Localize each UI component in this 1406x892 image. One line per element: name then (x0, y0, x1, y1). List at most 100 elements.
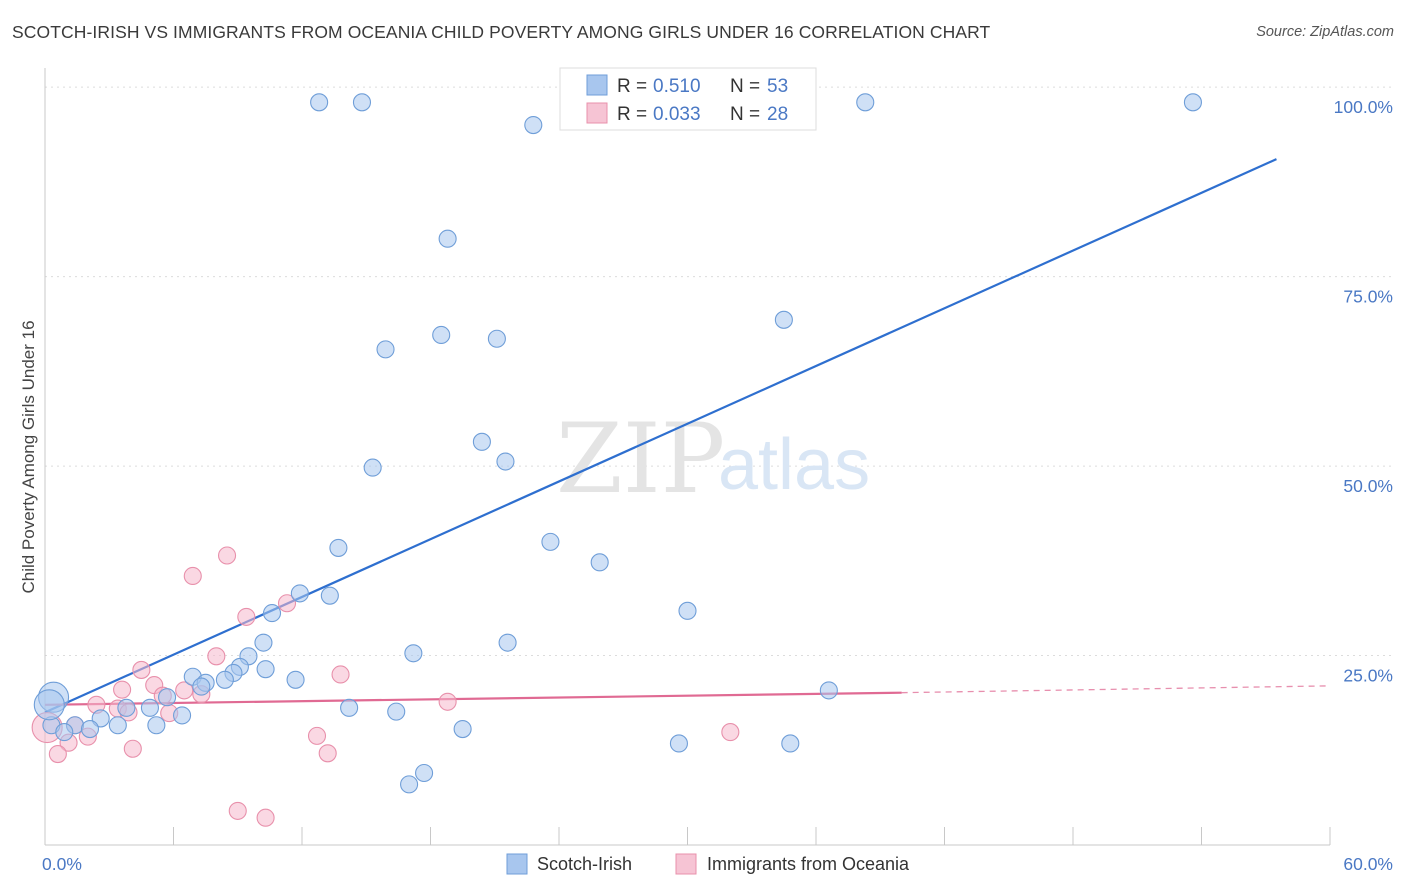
chart-title: SCOTCH-IRISH VS IMMIGRANTS FROM OCEANIA … (12, 22, 991, 42)
legend-r-value-2: 0.033 (653, 104, 701, 125)
point-scotch-irish (55, 723, 74, 742)
point-immigrants-from-oceania (207, 647, 226, 666)
point-scotch-irish (541, 532, 560, 551)
point-scotch-irish (487, 329, 506, 348)
point-immigrants-from-oceania (48, 745, 67, 764)
y-tick-labels: 25.0% 50.0% 75.0% 100.0% (1334, 97, 1393, 685)
point-scotch-irish (147, 716, 166, 735)
point-immigrants-from-oceania (183, 566, 202, 586)
point-immigrants-from-oceania (331, 665, 350, 684)
point-scotch-irish (453, 719, 472, 739)
trend-line-oceania-extension (901, 685, 1331, 694)
y-tick-label: 100.0% (1334, 97, 1393, 117)
watermark-atlas: atlas (718, 425, 870, 505)
point-immigrants-from-oceania (132, 660, 151, 679)
point-scotch-irish (400, 775, 419, 794)
legend-r-value-1: 0.510 (653, 76, 701, 97)
point-immigrants-from-oceania (113, 680, 132, 699)
legend-n-label-2: N = (730, 104, 760, 125)
y-tick-label: 75.0% (1343, 287, 1393, 307)
point-scotch-irish (415, 763, 434, 783)
bottom-legend-swatch-pink (675, 853, 697, 875)
points-immigrants-from-oceania (31, 546, 740, 827)
x-tick-labels: 0.0% 60.0% (42, 854, 1393, 874)
x-tick-label: 0.0% (42, 854, 82, 874)
legend-swatch-pink (586, 102, 608, 124)
y-axis-label-text: Child Poverty Among Girls Under 16 (19, 320, 38, 593)
point-scotch-irish (340, 698, 359, 717)
point-scotch-irish (310, 93, 329, 112)
point-scotch-irish (352, 93, 372, 112)
point-scotch-irish (472, 432, 491, 451)
point-scotch-irish (496, 452, 515, 471)
points-scotch-irish (33, 93, 1202, 794)
point-scotch-irish (524, 115, 543, 135)
point-immigrants-from-oceania (256, 808, 275, 827)
point-scotch-irish (404, 644, 423, 663)
point-scotch-irish (387, 702, 406, 721)
point-scotch-irish (590, 553, 609, 572)
point-scotch-irish (432, 325, 451, 345)
point-scotch-irish (215, 670, 234, 689)
point-scotch-irish (1183, 93, 1202, 112)
legend-n-value-2: 28 (767, 104, 788, 125)
point-scotch-irish (774, 310, 793, 329)
watermark: ZIP atlas (556, 403, 870, 515)
point-immigrants-from-oceania (277, 594, 297, 613)
point-scotch-irish (498, 633, 517, 652)
point-scotch-irish (158, 688, 177, 707)
point-immigrants-from-oceania (721, 723, 740, 742)
point-immigrants-from-oceania (307, 726, 327, 745)
point-scotch-irish (254, 633, 273, 652)
legend-n-label-1: N = (730, 76, 760, 97)
legend-n-value-1: 53 (767, 76, 788, 97)
point-scotch-irish (91, 709, 110, 728)
point-scotch-irish (376, 340, 395, 359)
bottom-legend-label-scotch-irish: Scotch-Irish (537, 854, 632, 874)
point-immigrants-from-oceania (175, 681, 194, 700)
point-scotch-irish (108, 716, 127, 735)
point-scotch-irish (320, 586, 339, 605)
point-scotch-irish (819, 681, 838, 700)
point-scotch-irish (256, 660, 275, 679)
point-scotch-irish (140, 698, 159, 717)
legend-r-label-1: R = (617, 76, 647, 97)
point-scotch-irish (329, 538, 348, 557)
point-immigrants-from-oceania (237, 607, 256, 626)
point-scotch-irish (262, 604, 282, 623)
trend-line-oceania (44, 691, 902, 706)
legend: R = 0.510 N = 53 R = 0.033 N = 28 (559, 67, 817, 131)
grid (45, 86, 1392, 657)
x-tick-label: 60.0% (1343, 854, 1393, 874)
y-axis-label: Child Poverty Among Girls Under 16 (19, 320, 38, 593)
point-immigrants-from-oceania (438, 692, 457, 711)
watermark-zip: ZIP (556, 403, 725, 515)
legend-swatch-blue (586, 74, 608, 96)
source-label: Source: ZipAtlas.com (1256, 24, 1394, 40)
point-scotch-irish (363, 458, 382, 477)
point-scotch-irish (856, 93, 875, 112)
point-scotch-irish (286, 670, 305, 689)
trend-line-scotch-irish (44, 158, 1277, 714)
y-tick-label: 25.0% (1343, 666, 1393, 686)
point-scotch-irish (33, 689, 65, 721)
legend-r-label-2: R = (617, 104, 647, 125)
point-immigrants-from-oceania (217, 546, 237, 565)
point-scotch-irish (781, 734, 800, 753)
point-scotch-irish (438, 229, 457, 248)
point-scotch-irish (117, 698, 136, 717)
point-immigrants-from-oceania (318, 744, 337, 763)
point-scotch-irish (192, 677, 211, 696)
bottom-legend: Scotch-Irish Immigrants from Oceania (506, 853, 910, 875)
point-scotch-irish (290, 584, 309, 603)
point-immigrants-from-oceania (228, 801, 247, 820)
point-scotch-irish (669, 734, 688, 753)
point-scotch-irish (80, 719, 100, 739)
y-tick-label: 50.0% (1343, 476, 1393, 496)
bottom-legend-label-oceania: Immigrants from Oceania (707, 854, 910, 874)
point-scotch-irish (173, 706, 192, 725)
bottom-legend-swatch-blue (506, 853, 528, 875)
point-scotch-irish (678, 601, 697, 620)
point-immigrants-from-oceania (123, 739, 142, 758)
